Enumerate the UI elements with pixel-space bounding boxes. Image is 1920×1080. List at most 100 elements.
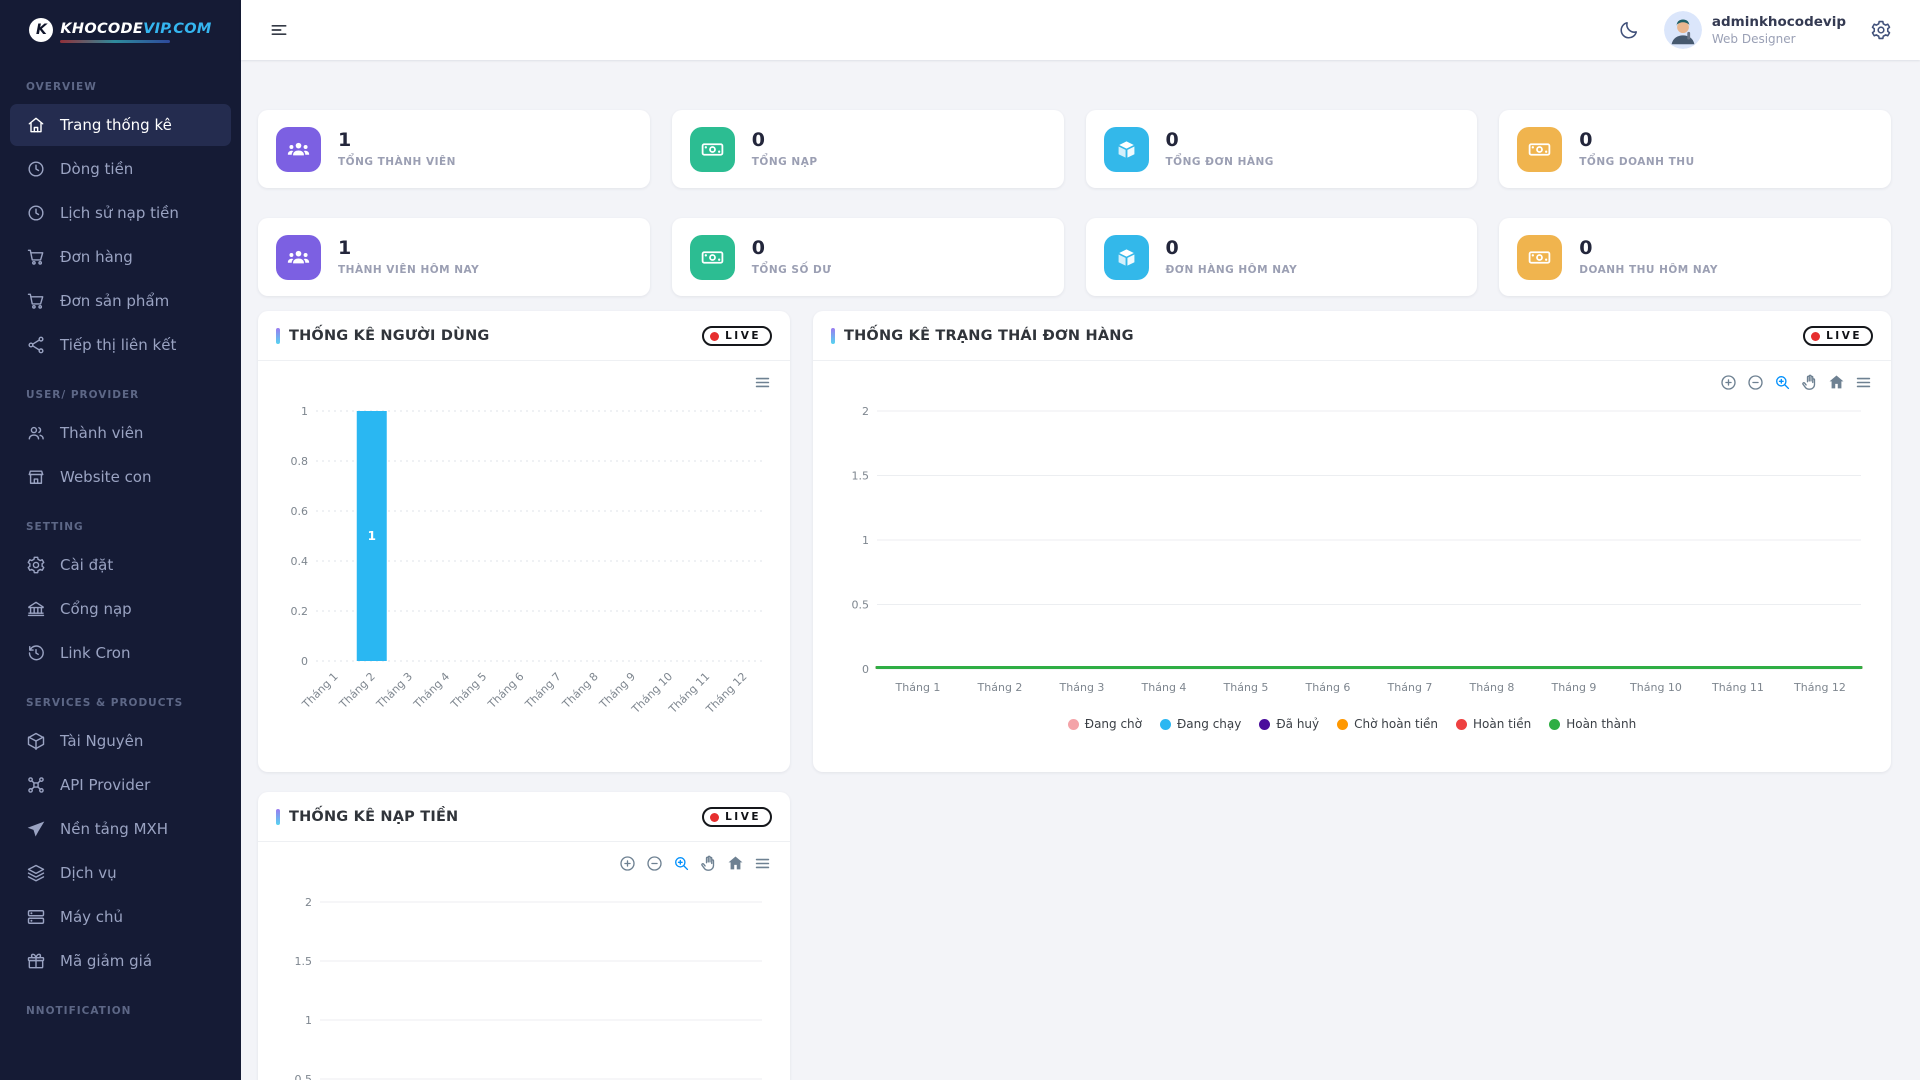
title-accent: [276, 328, 280, 344]
sidebar-item[interactable]: Cổng nạp: [10, 588, 231, 630]
cube-icon: [1103, 234, 1149, 280]
svg-text:Tháng 5: Tháng 5: [1223, 681, 1269, 694]
history-icon: [26, 159, 46, 179]
zoom-out-icon[interactable]: [645, 854, 664, 873]
svg-text:1.5: 1.5: [852, 470, 870, 483]
legend-item[interactable]: Đang chờ: [1067, 717, 1142, 731]
sidebar-section-label: USER/ PROVIDER: [26, 389, 140, 401]
users-chart-card: THỐNG KÊ NGƯỜI DÙNG LIVE 0 0.2 0.4 0.6 0.8 1 T…: [258, 311, 790, 772]
pan-hand-icon[interactable]: [699, 854, 718, 873]
stat-value: 1: [338, 128, 352, 151]
svg-text:0.4: 0.4: [291, 555, 309, 568]
zoom-out-icon[interactable]: [1746, 373, 1765, 392]
sidebar-section: USER/ PROVIDER Thành viên Website con: [0, 368, 241, 498]
sidebar-item[interactable]: Trang thống kê: [10, 104, 231, 146]
deposits-chart-title: THỐNG KÊ NẠP TIỀN: [289, 809, 459, 825]
legend-item[interactable]: Đã huỷ: [1259, 717, 1319, 731]
sidebar-item-label: Link Cron: [60, 644, 131, 662]
sidebar-item[interactable]: Dịch vụ: [10, 852, 231, 894]
sidebar-section: NNOTIFICATION: [0, 984, 241, 1026]
sidebar-item[interactable]: Thành viên: [10, 412, 231, 454]
sidebar-item[interactable]: Máy chủ: [10, 896, 231, 938]
cube-icon: [1103, 126, 1149, 172]
sidebar-item[interactable]: Mã giảm giá: [10, 940, 231, 982]
sidebar-item-label: Nền tảng MXH: [60, 820, 169, 838]
user-menu[interactable]: adminkhocodevip Web Designer: [1663, 11, 1846, 49]
hamburger-menu-icon[interactable]: [269, 20, 289, 40]
stat-card: 0 ĐƠN HÀNG HÔM NAY: [1085, 218, 1478, 296]
sidebar-section-label: SETTING: [26, 521, 84, 533]
avatar: [1663, 11, 1702, 49]
svg-text:Tháng 4: Tháng 4: [411, 670, 453, 712]
send-icon: [26, 819, 46, 839]
zoom-in-icon[interactable]: [618, 854, 637, 873]
legend-item[interactable]: Hoàn tiền: [1456, 717, 1531, 731]
stat-card: 0 TỔNG SỐ DƯ: [671, 218, 1064, 296]
svg-text:Tháng 3: Tháng 3: [373, 670, 415, 712]
svg-text:2: 2: [305, 896, 312, 909]
sidebar-section-label: OVERVIEW: [26, 81, 97, 93]
topbar: adminkhocodevip Web Designer: [241, 0, 1920, 60]
svg-text:Tháng 8: Tháng 8: [559, 670, 601, 712]
reset-home-icon[interactable]: [726, 854, 745, 873]
legend-label: Đang chờ: [1084, 717, 1142, 731]
live-badge: LIVE: [702, 326, 772, 346]
cron-icon: [26, 643, 46, 663]
money-icon: [689, 126, 735, 172]
affiliate-icon: [26, 335, 46, 355]
title-accent: [831, 328, 835, 344]
chart-menu-icon[interactable]: [753, 373, 772, 392]
users-fill-icon: [276, 234, 321, 280]
stat-label: ĐƠN HÀNG HÔM NAY: [1165, 263, 1298, 276]
sidebar-item-label: Tài Nguyên: [60, 732, 144, 750]
stat-label: THÀNH VIÊN HÔM NAY: [338, 263, 480, 276]
sidebar-item[interactable]: Website con: [10, 456, 231, 498]
sidebar-item[interactable]: Đơn hàng: [10, 236, 231, 278]
selection-zoom-icon[interactable]: [1773, 373, 1792, 392]
settings-gear-icon[interactable]: [1870, 19, 1892, 41]
svg-text:1: 1: [305, 1014, 312, 1027]
sidebar-item[interactable]: Nền tảng MXH: [10, 808, 231, 850]
sidebar-item[interactable]: Đơn sản phẩm: [10, 280, 231, 322]
dark-mode-moon-icon[interactable]: [1618, 19, 1640, 41]
logo[interactable]: K KHOCODEVIP.COM: [0, 0, 241, 60]
svg-text:Tháng 11: Tháng 11: [1711, 681, 1764, 694]
sidebar-item[interactable]: API Provider: [10, 764, 231, 806]
svg-text:0: 0: [301, 655, 308, 668]
cart-icon: [26, 291, 46, 311]
user-name: adminkhocodevip: [1711, 14, 1846, 31]
sidebar-item[interactable]: Lịch sử nạp tiền: [10, 192, 231, 234]
sidebar-nav: OVERVIEW Trang thống kê Dòng tiền Lịch sử n…: [0, 60, 241, 1026]
legend-dot-icon: [1160, 718, 1171, 730]
order-status-chart-title: THỐNG KÊ TRẠNG THÁI ĐƠN HÀNG: [844, 328, 1134, 344]
sidebar-item[interactable]: Link Cron: [10, 632, 231, 674]
sidebar-item-label: Dịch vụ: [60, 864, 117, 882]
legend-item[interactable]: Đang chạy: [1160, 717, 1241, 731]
legend-dot-icon: [1549, 718, 1561, 730]
sidebar-item[interactable]: Tiếp thị liên kết: [10, 324, 231, 366]
chart-menu-icon[interactable]: [1854, 373, 1873, 392]
svg-text:0.5: 0.5: [295, 1073, 313, 1080]
zoom-in-icon[interactable]: [1719, 373, 1738, 392]
svg-text:0.8: 0.8: [291, 455, 309, 468]
chart-menu-icon[interactable]: [753, 854, 772, 873]
svg-text:0.5: 0.5: [852, 599, 870, 612]
store-icon: [26, 467, 46, 487]
api-icon: [26, 775, 46, 795]
sidebar-item[interactable]: Tài Nguyên: [10, 720, 231, 762]
stat-value: 0: [751, 128, 765, 151]
legend-item[interactable]: Hoàn thành: [1549, 717, 1636, 731]
sidebar-item[interactable]: Cài đặt: [10, 544, 231, 586]
sidebar-item[interactable]: Dòng tiền: [10, 148, 231, 190]
selection-zoom-icon[interactable]: [672, 854, 691, 873]
sidebar-section: SETTING Cài đặt Cổng nạp Link Cron: [0, 500, 241, 674]
svg-text:Tháng 8: Tháng 8: [1469, 681, 1515, 694]
stat-label: TỔNG ĐƠN HÀNG: [1165, 155, 1274, 168]
pan-hand-icon[interactable]: [1800, 373, 1819, 392]
stat-value: 0: [1579, 236, 1593, 259]
live-dot-icon: [710, 812, 720, 822]
svg-text:1: 1: [862, 534, 869, 547]
legend-item[interactable]: Chờ hoàn tiền: [1337, 717, 1438, 731]
deposits-line-chart: 2 1.5 1 0.5: [276, 874, 772, 1080]
reset-home-icon[interactable]: [1827, 373, 1846, 392]
